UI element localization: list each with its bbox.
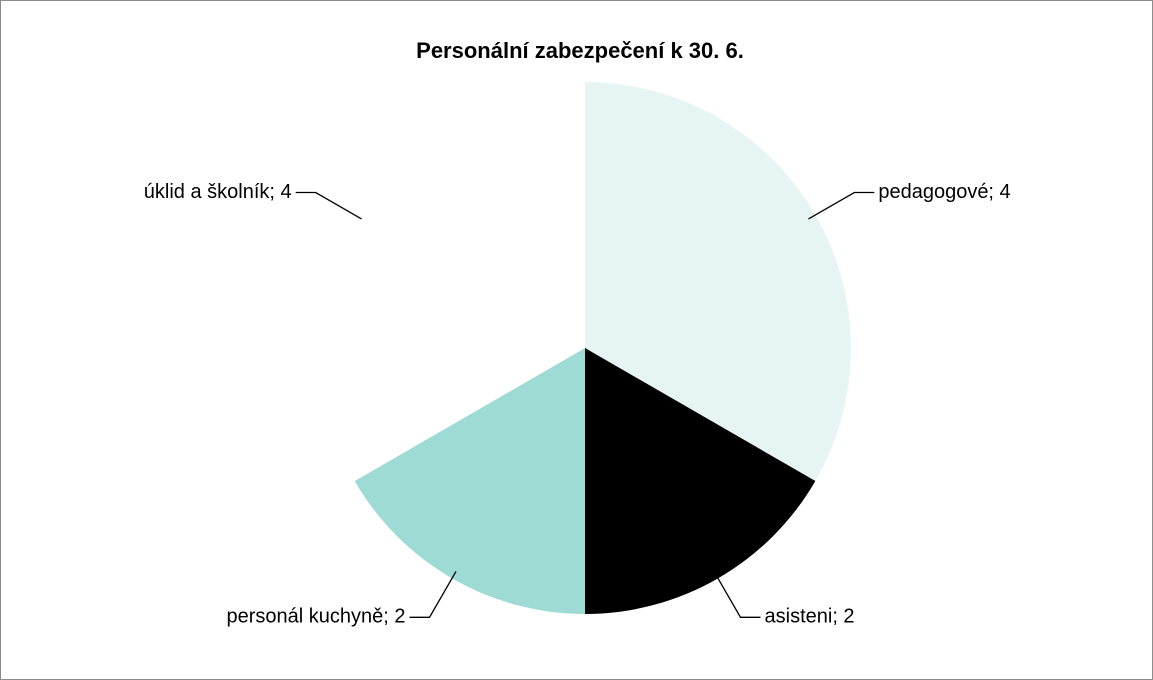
- chart-title: Personální zabezpečení k 30. 6.: [416, 38, 744, 63]
- pie-slice: [319, 82, 585, 481]
- data-label: asisteni; 2: [765, 606, 855, 628]
- leader-line: [713, 571, 761, 618]
- leader-line: [409, 571, 457, 618]
- pie-slice: [585, 348, 816, 614]
- data-label: pedagogové; 4: [878, 181, 1010, 203]
- data-label: personál kuchyně; 2: [226, 606, 405, 628]
- pie-slice: [354, 348, 585, 614]
- leader-line: [808, 191, 875, 220]
- data-label: úklid a školník; 4: [144, 181, 292, 203]
- leader-line: [295, 191, 362, 220]
- pie-slice: [585, 82, 851, 481]
